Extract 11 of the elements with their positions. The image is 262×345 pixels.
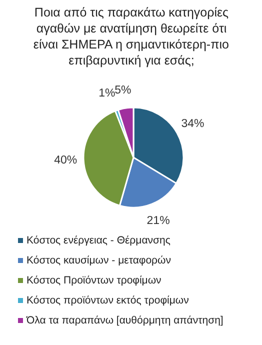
legend-label: Κόστος Προϊόντων τροφίμων [26, 274, 162, 286]
data-label: 21% [146, 214, 170, 227]
data-label: 1% [98, 87, 116, 100]
legend-label: Κόστος προϊόντων εκτός τροφίμων [26, 294, 189, 306]
legend-label: Όλα τα παραπάνω [αυθόρμητη απάντηση] [26, 314, 224, 326]
data-label: 5% [114, 84, 132, 96]
data-label: 34% [181, 118, 204, 130]
data-label: 40% [54, 154, 78, 167]
legend-label: Κόστος ενέργειας - Θέρμανσης [26, 234, 170, 246]
legend-label: Κόστος καυσίμων - μεταφορών [26, 254, 171, 266]
chart-title: Ποια από τις παρακάτω κατηγορίες αγαθών με ανατίμηση θεωρείτε ότι είναι ΣΗΜΕΡΑ η σημαντικότερη-πιο επιβαρυντική για εσάς; [33, 6, 229, 68]
